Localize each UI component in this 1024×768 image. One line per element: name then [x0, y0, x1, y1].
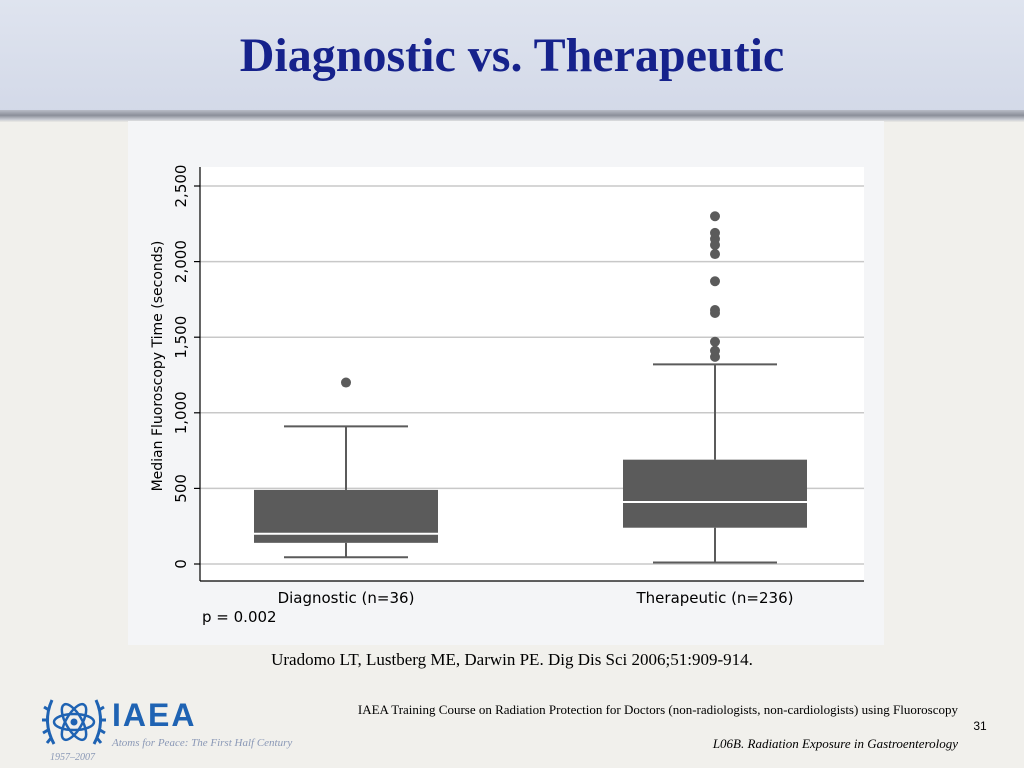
y-tick-label: 500	[172, 474, 190, 503]
header-divider	[0, 110, 1024, 122]
outlier-point	[710, 345, 720, 356]
citation: Uradomo LT, Lustberg ME, Darwin PE. Dig …	[271, 650, 753, 669]
chart-panel: 0 500 1,000 1,500 2,000 2,500 Median Fluorosco…	[128, 121, 884, 645]
page-number: 31	[973, 719, 987, 733]
logo-years: 1957–2007	[50, 752, 95, 763]
logo-tagline: Atoms for Peace: The First Half Century	[112, 737, 293, 749]
y-tick-label: 1,000	[172, 391, 190, 434]
outlier-point	[710, 336, 720, 347]
atom-laurel-emblem-icon	[40, 690, 108, 759]
x-category-label: Diagnostic (n=36)	[278, 589, 415, 607]
footer-lecture-title: L06B. Radiation Exposure in Gastroentero…	[712, 736, 958, 751]
header-band	[0, 0, 1024, 112]
outlier-point	[710, 304, 720, 315]
box-iqr	[623, 459, 807, 528]
outlier-point	[710, 276, 720, 287]
box-iqr	[254, 489, 438, 543]
footer-course-title: IAEA Training Course on Radiation Protec…	[357, 702, 958, 717]
outlier-point	[710, 249, 720, 260]
y-tick-label: 2,500	[172, 165, 190, 208]
p-value-annotation: p = 0.002	[202, 608, 277, 626]
outlier-point	[341, 377, 351, 388]
y-tick-label: 0	[172, 559, 190, 569]
y-tick-label: 1,500	[172, 316, 190, 359]
y-tick-label: 2,000	[172, 240, 190, 283]
outlier-point	[710, 227, 720, 238]
x-category-label: Therapeutic (n=236)	[636, 589, 794, 607]
box-plot: 0 500 1,000 1,500 2,000 2,500 Median Fluorosco…	[150, 165, 864, 626]
iaea-logo-text: IAEA	[112, 697, 197, 733]
outlier-point	[710, 211, 720, 222]
slide-title: Diagnostic vs. Therapeutic	[239, 29, 785, 82]
y-axis-label: Median Fluoroscopy Time (seconds)	[150, 241, 166, 492]
